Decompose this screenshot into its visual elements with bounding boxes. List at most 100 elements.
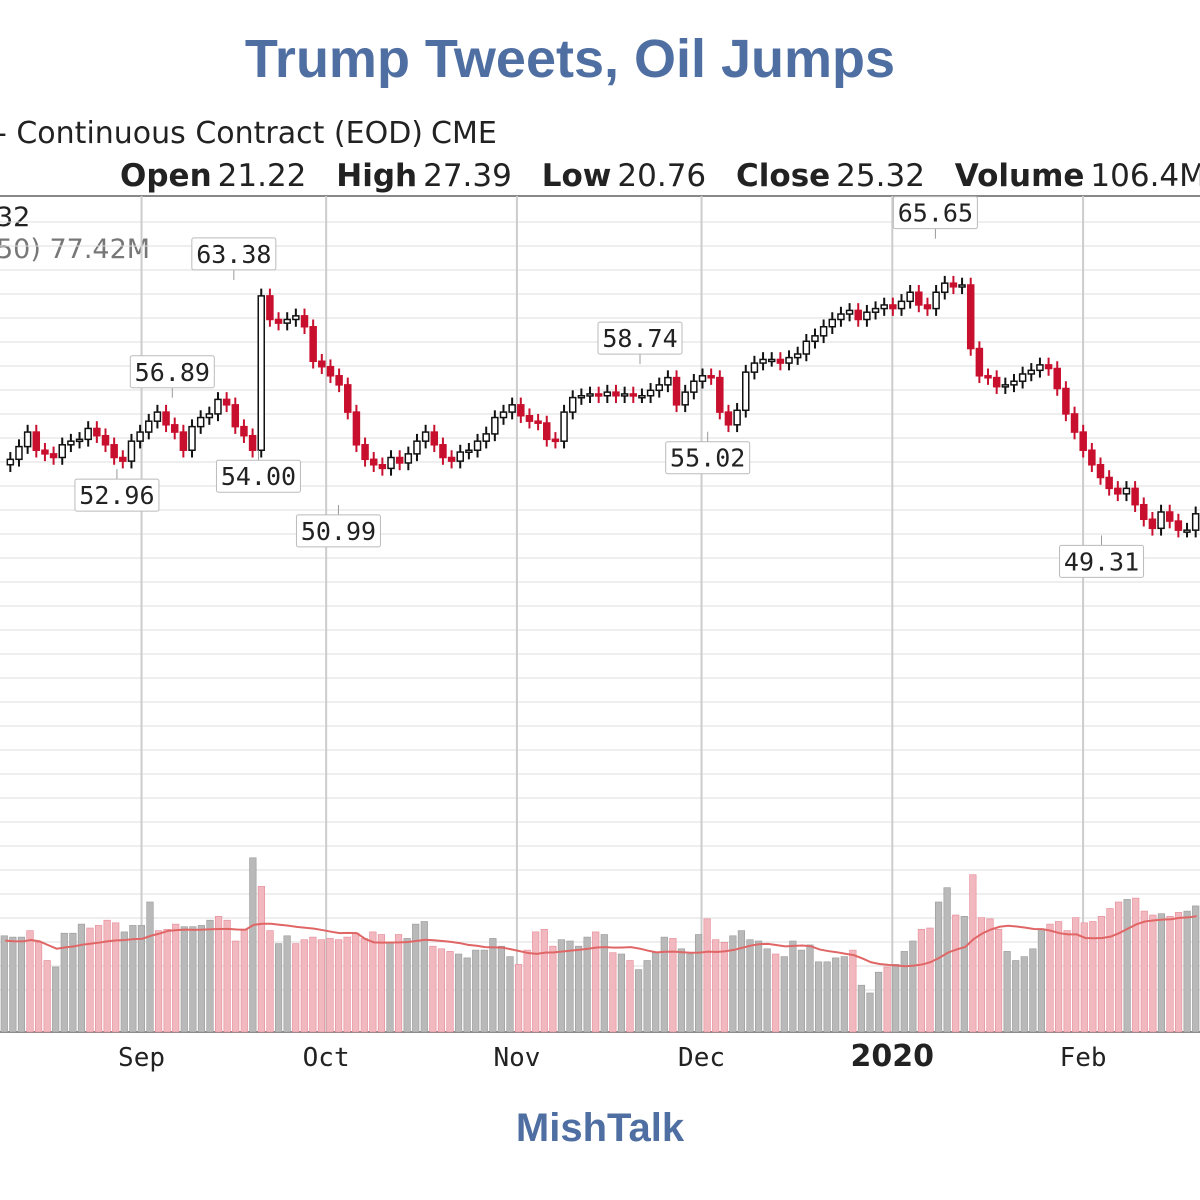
candle-body [880,304,888,310]
candle-body [551,438,560,443]
candle-body [906,291,914,303]
volume-bar [532,931,540,1033]
candle-body [629,393,638,397]
volume-bar [814,961,823,1033]
candle-body [491,416,499,435]
candle-body [543,422,551,441]
volume-bar [583,936,591,1033]
candle-body [274,318,283,324]
candle-body [93,427,101,437]
x-tick-label: Nov [493,1043,540,1073]
volume-bar [849,949,857,1033]
volume-bar [1140,910,1148,1033]
candle-body [958,284,966,288]
volume-moving-average-line [5,915,1197,968]
candle-body [335,375,343,386]
candle-body [179,431,188,451]
candle-body [58,444,66,459]
candle-body [188,425,196,451]
volume-bar [69,932,77,1033]
candle-body [344,384,352,413]
price-label-box [892,196,978,230]
candle-body [430,431,439,446]
volume-bar [172,923,180,1033]
volume-bar [994,928,1003,1033]
volume-bar [874,971,883,1033]
candle-body [984,375,992,379]
volume-bar [900,951,908,1033]
candle-body [205,413,214,419]
chart-grid [0,195,1200,1033]
candle-body [170,424,179,433]
volume-bar [634,969,643,1033]
candle-body [214,398,222,415]
volume-bar [0,935,8,1033]
volume-bar [163,928,171,1033]
volume-bar [317,939,326,1033]
candle-body [767,358,776,363]
volume-bar [34,941,43,1033]
candle-body [136,431,144,442]
candle-body [1079,431,1087,451]
candle-body [257,295,265,451]
close-value: 25.32 [836,158,925,194]
price-label-box [74,478,160,512]
volume-bar [917,928,926,1033]
volume-bar [463,957,471,1033]
candle-body [716,376,724,413]
candle-body [949,282,958,288]
volume-bar [549,945,557,1033]
volume-bar [609,952,617,1033]
price-label: 54.00 [221,462,296,491]
contract-subtitle: - Continuous Contract (EOD) CME [0,116,497,151]
volume-bar [540,928,548,1033]
volume-bar [103,919,111,1033]
candle-body [6,458,15,466]
contract-name: - Continuous Contract (EOD) [0,116,424,151]
candle-body [1088,449,1096,466]
candle-body [966,284,975,350]
candle-body [439,444,447,459]
candle-body [690,380,698,393]
candle-body [742,371,750,412]
candle-body [309,326,317,363]
volume-bar [1166,915,1174,1033]
price-label: 55.02 [670,444,745,473]
volume-bar [1054,921,1063,1033]
candle-body [612,391,620,397]
price-label: 58.74 [602,324,677,353]
x-tick-label: Oct [303,1043,350,1073]
candle-body [196,416,205,428]
volume-bar [386,941,394,1033]
volume-bar [626,960,634,1033]
volume-bar [352,932,360,1033]
candle-body [1140,503,1148,520]
candle-body [1010,380,1018,386]
price-label-box [215,459,301,493]
volume-bar [1012,960,1020,1033]
volume-bar [257,886,266,1033]
volume-bar [1097,915,1106,1033]
volume-bar [369,931,377,1033]
candle-body [482,433,490,442]
candle-body [84,427,92,441]
volume-bar [789,940,797,1033]
open-value: 21.22 [217,158,307,194]
candle-body [525,414,534,422]
candle-body [785,356,793,364]
candle-body [672,376,681,406]
candle-body [248,434,257,451]
volume-bar [617,953,626,1033]
candle-body [162,411,170,426]
volume-label: Volume [954,158,1085,194]
candle-body [145,420,153,433]
volume-bar [1003,951,1011,1033]
volume-bar [1114,901,1123,1033]
candle-body [1001,384,1010,388]
candle-body [733,409,741,426]
x-tick-label: 2020 [851,1039,935,1074]
candle-body [594,393,603,397]
volume-bar [712,939,720,1033]
low-value: 20.76 [617,158,707,194]
volume-bar [1149,914,1157,1033]
